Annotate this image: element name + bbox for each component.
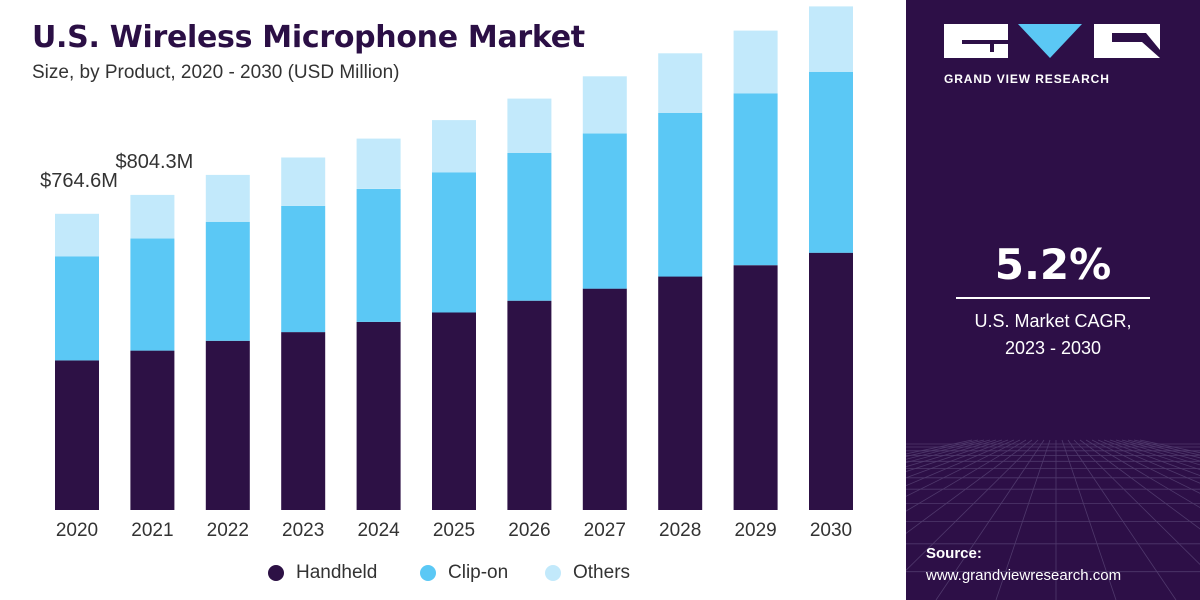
bar-clip-on-2026	[507, 153, 552, 301]
bar-others-2021	[130, 194, 175, 239]
bar-others-2024	[356, 138, 401, 189]
bar-handheld-2021	[130, 350, 175, 510]
data-label-2021: $804.3M	[115, 151, 193, 173]
bar-others-2026	[507, 98, 552, 153]
bar-others-2020	[55, 213, 99, 257]
bar-handheld-2024	[356, 321, 401, 510]
x-tick-label-2024: 2024	[357, 520, 400, 541]
chart-legend: Handheld Clip-on Others	[0, 562, 906, 590]
bar-handheld-2026	[507, 300, 552, 510]
data-label-2020: $764.6M	[40, 170, 118, 192]
bar-clip-on-2030	[809, 71, 853, 253]
legend-swatch-clip-on	[420, 565, 436, 581]
source-label: Source:	[926, 545, 982, 562]
bar-handheld-2027	[582, 288, 627, 510]
x-tick-label-2020: 2020	[56, 520, 98, 541]
bar-clip-on-2025	[432, 172, 476, 313]
x-tick-label-2023: 2023	[282, 520, 324, 541]
chart-title: U.S. Wireless Microphone Market	[32, 20, 585, 55]
cagr-label-line1: U.S. Market CAGR,	[974, 311, 1132, 331]
logo-wordmark: GRAND VIEW RESEARCH	[944, 72, 1110, 86]
bar-clip-on-2023	[281, 205, 326, 333]
bar-handheld-2020	[55, 360, 99, 510]
x-tick-label-2021: 2021	[131, 520, 173, 541]
bar-chart: 2020 2021 2022 2023 2024 2025 2026 2027 2028 2029…	[40, 6, 853, 541]
wireframe-grid-decoration	[906, 439, 1200, 600]
bar-handheld-2025	[432, 312, 476, 510]
legend-swatch-others	[545, 565, 561, 581]
logo-mark-r	[1094, 24, 1160, 58]
side-panel: GRAND VIEW RESEARCH 5.2% U.S. Market CAG…	[906, 0, 1200, 600]
legend-item-others: Others	[545, 562, 630, 584]
legend-label-clip-on: Clip-on	[448, 562, 509, 583]
bar-others-2029	[733, 30, 778, 94]
logo-mark-g	[944, 24, 1008, 58]
x-tick-label-2022: 2022	[207, 520, 249, 541]
bar-others-2025	[432, 120, 476, 173]
bar-handheld-2029	[733, 265, 778, 510]
cagr-value: 5.2%	[994, 240, 1112, 289]
bar-handheld-2030	[809, 252, 853, 510]
bar-clip-on-2024	[356, 188, 401, 322]
bar-handheld-2028	[658, 276, 703, 510]
bar-clip-on-2029	[733, 93, 778, 266]
bar-others-2023	[281, 157, 326, 206]
bar-clip-on-2028	[658, 113, 703, 277]
bar-clip-on-2021	[130, 238, 175, 351]
legend-swatch-handheld	[268, 565, 284, 581]
bar-handheld-2022	[205, 340, 250, 510]
bar-others-2027	[582, 76, 627, 134]
bar-clip-on-2020	[55, 256, 99, 361]
bar-others-2028	[658, 53, 703, 113]
cagr-label: U.S. Market CAGR, 2023 - 2030	[936, 308, 1170, 362]
x-tick-label-2030: 2030	[810, 520, 852, 541]
bar-others-2030	[809, 6, 853, 72]
x-tick-label-2028: 2028	[659, 520, 701, 541]
chart-subtitle: Size, by Product, 2020 - 2030 (USD Milli…	[32, 62, 400, 83]
bar-others-2022	[205, 174, 250, 222]
legend-label-handheld: Handheld	[296, 562, 378, 583]
bar-clip-on-2022	[205, 221, 250, 341]
legend-item-handheld: Handheld	[268, 562, 377, 584]
bar-handheld-2023	[281, 332, 326, 510]
legend-label-others: Others	[573, 562, 631, 583]
legend-item-clip-on: Clip-on	[420, 562, 508, 584]
chart-area: U.S. Wireless Microphone Market Size, by…	[0, 6, 906, 590]
x-tick-label-2025: 2025	[433, 520, 475, 541]
bar-clip-on-2027	[582, 133, 627, 289]
cagr-divider	[956, 297, 1150, 299]
logo-mark-v	[1018, 24, 1082, 58]
cagr-label-line2: 2023 - 2030	[1004, 338, 1102, 358]
source-url[interactable]: www.grandviewresearch.com	[926, 567, 1122, 584]
x-tick-label-2027: 2027	[584, 520, 626, 541]
grand-view-research-logo	[944, 24, 1160, 58]
x-tick-label-2029: 2029	[734, 520, 776, 541]
x-tick-label-2026: 2026	[508, 520, 550, 541]
